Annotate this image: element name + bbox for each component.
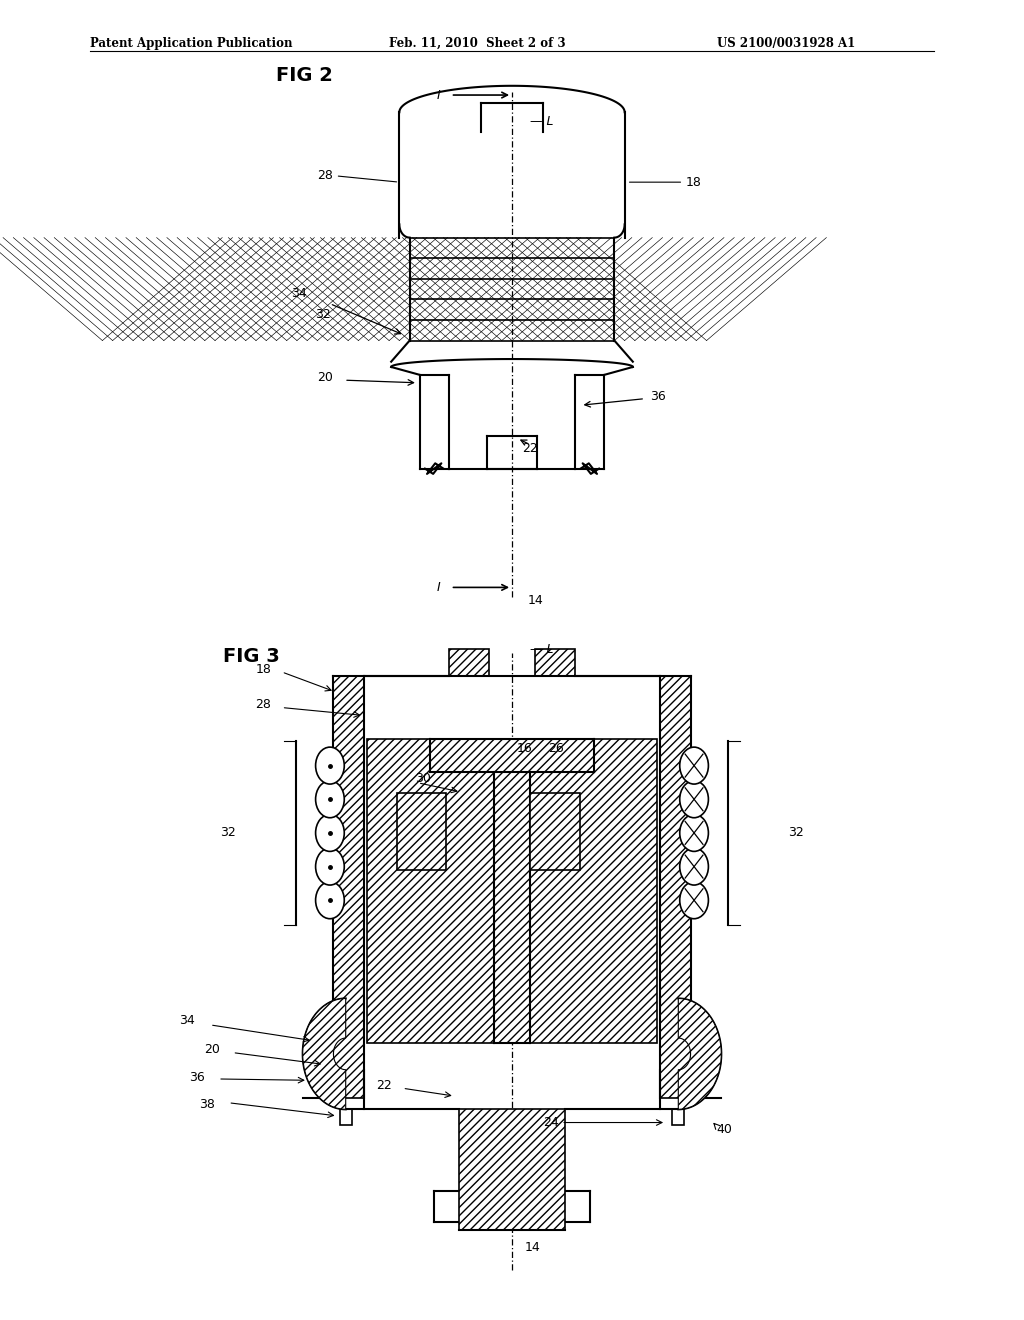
Text: FIG 3: FIG 3	[223, 647, 280, 665]
Text: I: I	[436, 88, 440, 102]
Text: 30: 30	[415, 772, 431, 785]
Text: 20: 20	[204, 1043, 220, 1056]
Polygon shape	[367, 739, 657, 1043]
Polygon shape	[660, 676, 691, 1098]
Polygon shape	[530, 793, 580, 870]
Text: Feb. 11, 2010  Sheet 2 of 3: Feb. 11, 2010 Sheet 2 of 3	[389, 37, 565, 50]
Text: 14: 14	[527, 594, 543, 607]
Text: 14: 14	[524, 1241, 540, 1254]
Circle shape	[315, 747, 344, 784]
Bar	[672, 1109, 684, 1125]
Circle shape	[315, 814, 344, 851]
Text: 32: 32	[220, 826, 236, 840]
Text: 22: 22	[377, 1078, 392, 1092]
Polygon shape	[535, 649, 575, 676]
Circle shape	[315, 847, 344, 884]
Text: 16: 16	[517, 742, 532, 755]
Text: 36: 36	[189, 1071, 205, 1084]
Polygon shape	[678, 998, 721, 1109]
Text: 18: 18	[630, 176, 702, 189]
Text: 34: 34	[292, 286, 307, 300]
Text: — L: — L	[530, 115, 554, 128]
Circle shape	[680, 847, 709, 884]
Text: FIG 2: FIG 2	[276, 66, 334, 84]
Circle shape	[680, 747, 709, 784]
Circle shape	[680, 814, 709, 851]
Text: 32: 32	[315, 308, 331, 321]
Polygon shape	[449, 649, 489, 676]
Bar	[410, 238, 614, 341]
Circle shape	[680, 882, 709, 919]
Text: 28: 28	[255, 698, 271, 711]
Text: US 2100/0031928 A1: US 2100/0031928 A1	[717, 37, 855, 50]
Polygon shape	[303, 998, 346, 1109]
Circle shape	[315, 781, 344, 818]
Text: 32: 32	[788, 826, 804, 840]
Text: — L: — L	[530, 643, 554, 656]
Polygon shape	[459, 1109, 565, 1230]
Polygon shape	[333, 676, 364, 1098]
Text: 36: 36	[650, 389, 666, 403]
Text: 22: 22	[522, 442, 538, 455]
Text: 26: 26	[548, 742, 563, 755]
Text: 38: 38	[199, 1097, 215, 1110]
Text: Patent Application Publication: Patent Application Publication	[90, 37, 293, 50]
Circle shape	[315, 882, 344, 919]
Text: 40: 40	[717, 1122, 733, 1135]
Text: 34: 34	[179, 1014, 195, 1027]
Circle shape	[680, 781, 709, 818]
Bar	[340, 1109, 352, 1125]
Text: 24: 24	[543, 1115, 558, 1129]
Text: 28: 28	[316, 169, 396, 182]
Text: 20: 20	[316, 371, 333, 384]
Text: 18: 18	[255, 663, 271, 676]
Text: I: I	[436, 581, 440, 594]
Polygon shape	[397, 793, 446, 870]
